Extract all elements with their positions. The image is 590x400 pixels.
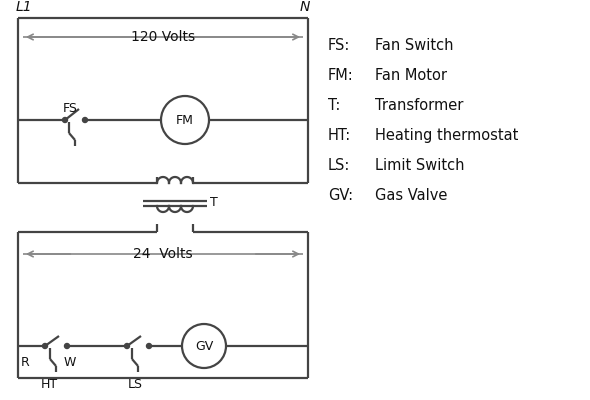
Text: LS:: LS:: [328, 158, 350, 173]
Text: R: R: [21, 356, 30, 368]
Circle shape: [64, 344, 70, 348]
Text: GV: GV: [195, 340, 213, 352]
Text: 24  Volts: 24 Volts: [133, 247, 193, 261]
Text: N: N: [300, 0, 310, 14]
Text: Limit Switch: Limit Switch: [375, 158, 464, 173]
Text: GV:: GV:: [328, 188, 353, 203]
Text: T: T: [210, 196, 218, 210]
Text: FM:: FM:: [328, 68, 354, 83]
Text: W: W: [64, 356, 76, 368]
Text: LS: LS: [127, 378, 143, 390]
Text: Gas Valve: Gas Valve: [375, 188, 447, 203]
Text: FS: FS: [63, 102, 78, 114]
Circle shape: [124, 344, 129, 348]
Text: Heating thermostat: Heating thermostat: [375, 128, 519, 143]
Text: FM: FM: [176, 114, 194, 126]
Text: Fan Motor: Fan Motor: [375, 68, 447, 83]
Text: HT:: HT:: [328, 128, 351, 143]
Circle shape: [42, 344, 48, 348]
Text: 120 Volts: 120 Volts: [131, 30, 195, 44]
Circle shape: [63, 118, 67, 122]
Text: Fan Switch: Fan Switch: [375, 38, 454, 53]
Text: L1: L1: [16, 0, 32, 14]
Text: Transformer: Transformer: [375, 98, 463, 113]
Text: T:: T:: [328, 98, 340, 113]
Circle shape: [83, 118, 87, 122]
Text: FS:: FS:: [328, 38, 350, 53]
Text: HT: HT: [41, 378, 58, 390]
Circle shape: [146, 344, 152, 348]
